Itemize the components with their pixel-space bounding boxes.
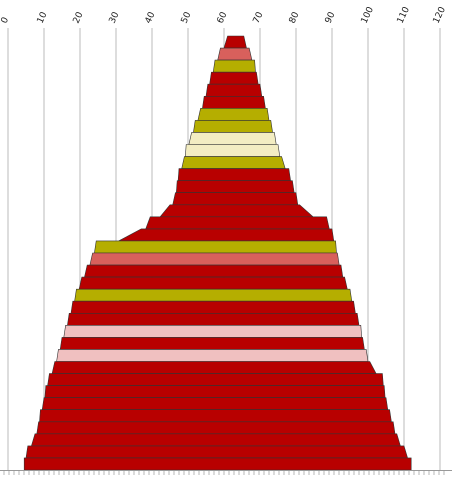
pyramid-band <box>89 252 340 266</box>
pyramid-band <box>209 71 259 85</box>
x-tick-label: 20 <box>72 10 86 25</box>
x-tick-label: 60 <box>216 10 230 25</box>
pyramid-band <box>175 180 295 194</box>
x-tick-label: 110 <box>396 5 412 25</box>
pyramid-band <box>118 228 335 242</box>
pyramid-band <box>205 83 263 97</box>
x-tick-label: 30 <box>108 10 122 25</box>
pyramid-band <box>177 168 291 181</box>
pyramid-band <box>39 409 392 423</box>
pyramid-band <box>56 349 369 362</box>
pyramid-band <box>44 385 386 398</box>
x-tick-label: 120 <box>432 5 448 25</box>
pyramid-band <box>23 457 412 471</box>
pyramid-band <box>59 337 365 350</box>
pyramid-band <box>188 132 277 145</box>
x-tick-label: 0 <box>0 16 11 26</box>
x-axis-tick-labels: 0 10 20 30 40 50 60 70 80 90 100 110 120 <box>0 5 448 25</box>
pyramid-band <box>159 204 314 218</box>
x-tick-label: 100 <box>360 5 376 25</box>
pyramid-band <box>74 288 353 302</box>
pyramid-band <box>84 264 344 278</box>
pyramid-band <box>47 373 384 386</box>
pyramid-band <box>172 192 299 206</box>
pyramid-band <box>184 144 281 157</box>
pyramid-bands <box>23 35 412 471</box>
x-tick-label: 40 <box>144 10 158 25</box>
pyramid-band <box>212 59 256 73</box>
x-tick-label: 80 <box>288 10 302 25</box>
x-tick-label: 70 <box>252 10 266 25</box>
pyramid-band <box>51 361 377 374</box>
pyramid-band <box>78 276 348 290</box>
pyramid-band <box>63 325 363 338</box>
pyramid-band <box>223 35 247 49</box>
pyramid-band <box>67 312 360 326</box>
pyramid-band <box>36 421 396 435</box>
x-tick-label: 10 <box>36 10 50 25</box>
pyramid-band <box>70 300 356 314</box>
pyramid-band <box>145 216 330 230</box>
pyramid-band <box>181 156 286 169</box>
x-tick-label: 50 <box>180 10 194 25</box>
x-tick-label: 90 <box>324 10 338 25</box>
pyramid-band <box>41 397 389 411</box>
pyramid-band <box>25 445 409 459</box>
pyramid-band <box>217 47 253 61</box>
pyramid-band <box>94 240 337 254</box>
pyramid-band <box>30 433 401 447</box>
pyramid-band <box>202 95 266 109</box>
pyramid-band <box>193 120 273 133</box>
pyramid-band <box>197 108 270 121</box>
bottom-axis-strip <box>0 470 452 475</box>
